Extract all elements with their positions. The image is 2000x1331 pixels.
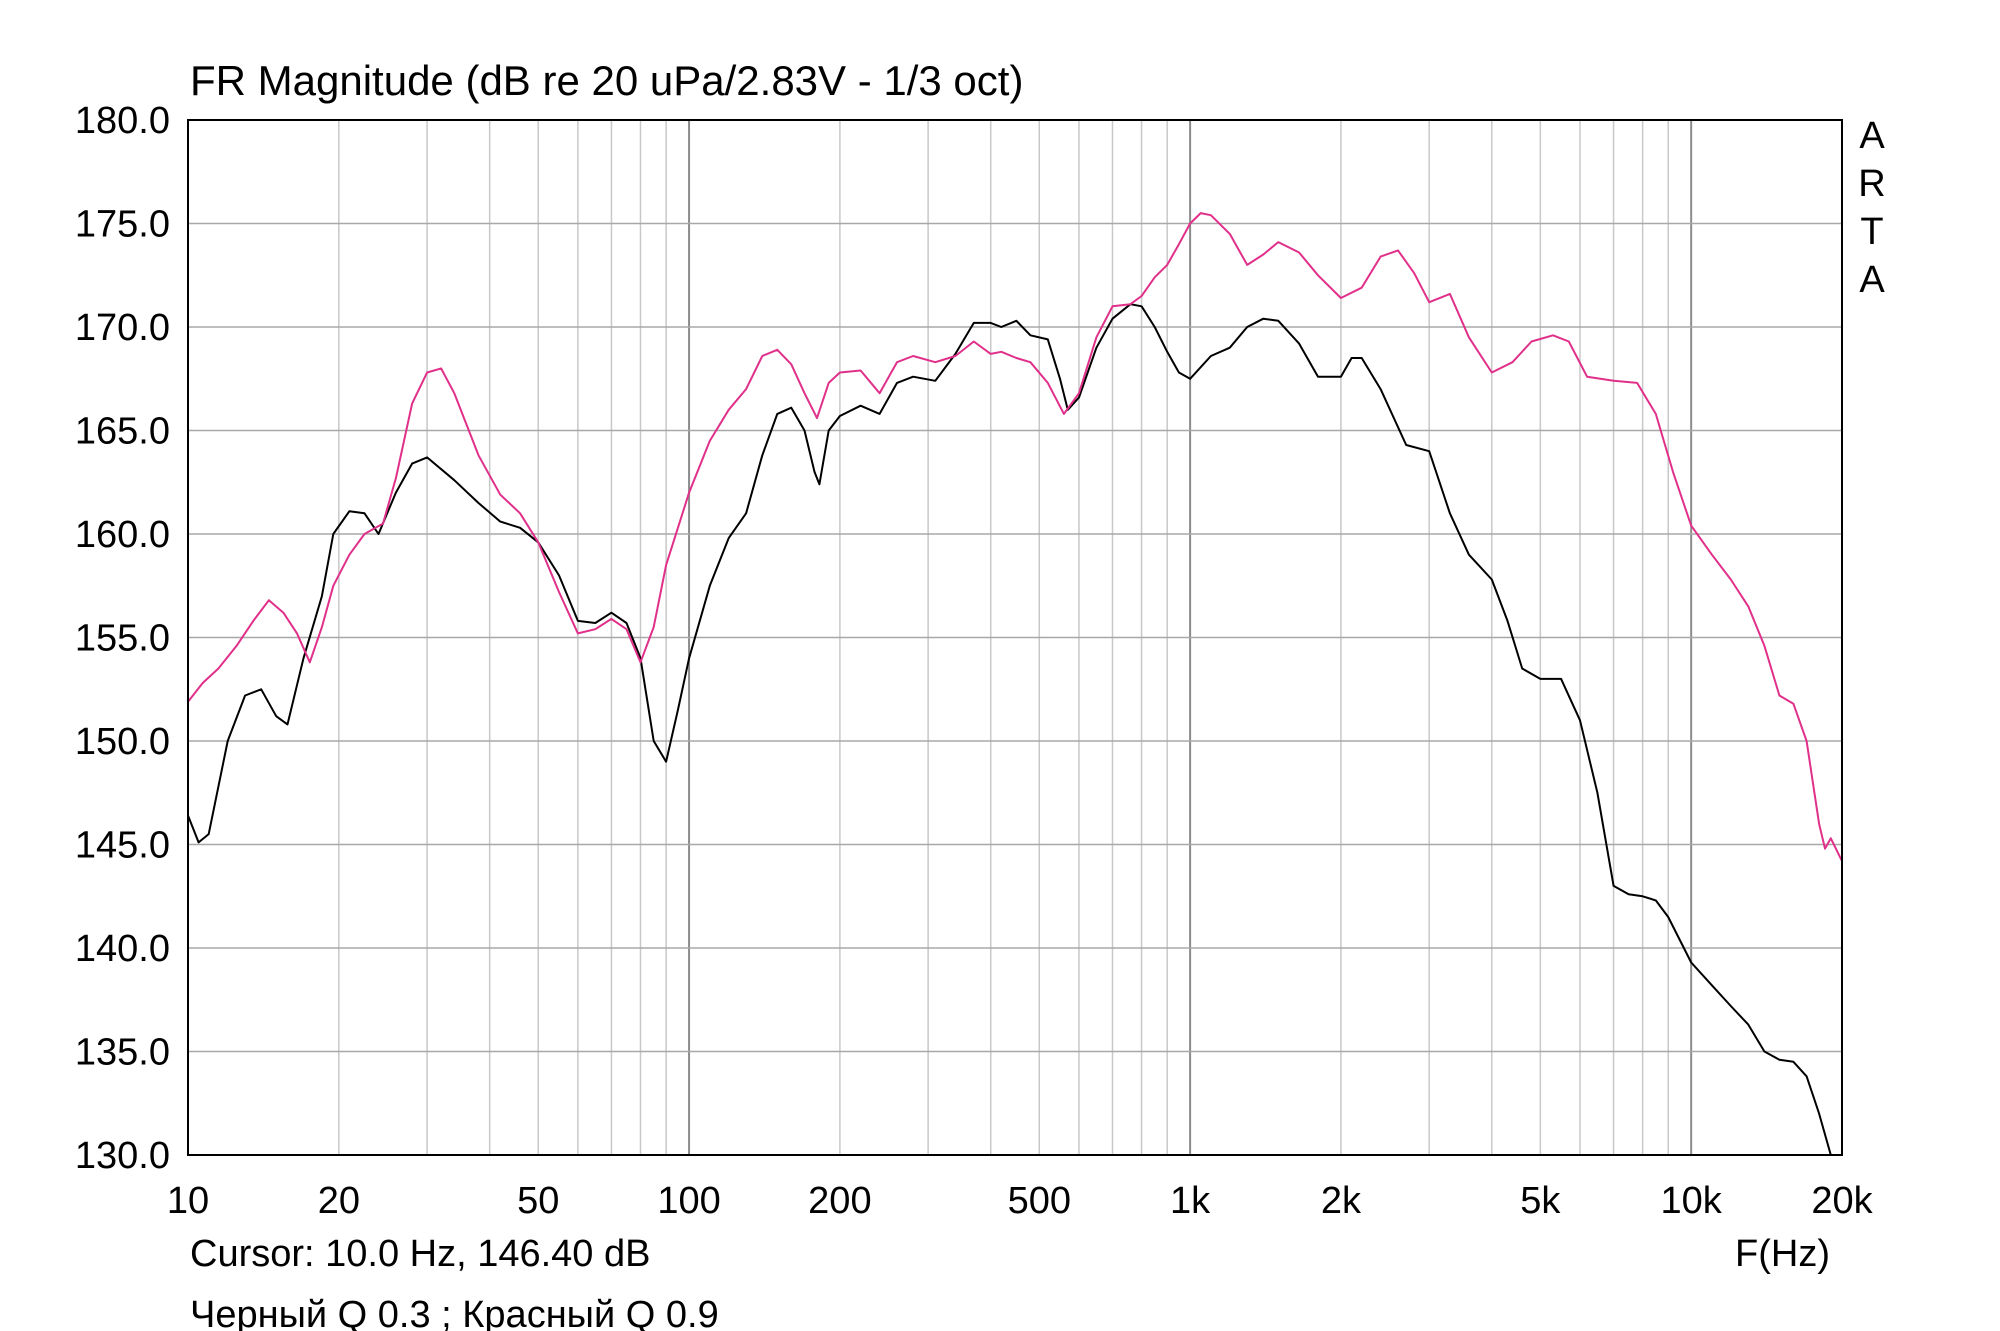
y-tick-label: 155.0 [75, 618, 170, 660]
brand-letter: A [1859, 115, 1885, 157]
x-tick-label: 10 [167, 1180, 209, 1222]
y-tick-label: 135.0 [75, 1032, 170, 1074]
x-tick-label: 50 [517, 1180, 559, 1222]
series-layer [187, 212, 1843, 1156]
brand-letter: A [1859, 259, 1885, 301]
x-tick-label: 500 [1008, 1180, 1071, 1222]
y-tick-label: 140.0 [75, 928, 170, 970]
y-axis-ticks: 180.0 175.0 170.0 165.0 160.0 155.0 150.0 145.0… [75, 100, 170, 1177]
y-tick-label: 180.0 [75, 100, 170, 142]
brand-letter: T [1860, 211, 1883, 253]
x-tick-label: 100 [657, 1180, 720, 1222]
y-tick-label: 145.0 [75, 825, 170, 867]
x-tick-label: 20 [318, 1180, 360, 1222]
x-axis-label: F(Hz) [1735, 1233, 1830, 1275]
y-tick-label: 170.0 [75, 307, 170, 349]
series-line-0 [187, 303, 1832, 1156]
cursor-readout: Cursor: 10.0 Hz, 146.40 dB [190, 1233, 650, 1275]
y-tick-label: 175.0 [75, 204, 170, 246]
y-tick-label: 130.0 [75, 1135, 170, 1177]
grid-layer [188, 120, 1842, 1155]
chart-title: FR Magnitude (dB re 20 uPa/2.83V - 1/3 o… [190, 57, 1023, 104]
x-tick-label: 200 [808, 1180, 871, 1222]
y-tick-label: 160.0 [75, 514, 170, 556]
series-line-1 [187, 212, 1843, 863]
x-tick-label: 5k [1520, 1180, 1561, 1222]
plot-frame [187, 119, 1843, 1156]
x-tick-label: 1k [1170, 1180, 1211, 1222]
x-axis-ticks: 10 20 50 100 200 500 1k 2k 5k 10k 20k [167, 1180, 1874, 1222]
x-tick-label: 2k [1321, 1180, 1362, 1222]
y-tick-label: 165.0 [75, 411, 170, 453]
x-tick-label: 10k [1661, 1180, 1723, 1222]
y-tick-label: 150.0 [75, 721, 170, 763]
brand-letter: R [1858, 163, 1885, 205]
x-tick-label: 20k [1811, 1180, 1873, 1222]
legend-note: Черный Q 0.3 ; Красный Q 0.9 [190, 1294, 719, 1331]
